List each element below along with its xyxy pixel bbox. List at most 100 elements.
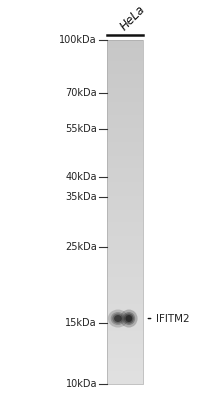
Bar bbox=[107, 236, 143, 237]
Bar bbox=[107, 151, 143, 152]
Bar bbox=[107, 142, 143, 143]
Bar bbox=[107, 261, 143, 262]
Bar bbox=[107, 308, 143, 310]
Bar bbox=[107, 229, 143, 230]
Bar bbox=[107, 265, 143, 266]
Bar bbox=[107, 168, 143, 170]
Bar bbox=[107, 363, 143, 364]
Bar bbox=[107, 92, 143, 93]
Bar bbox=[107, 114, 143, 116]
Bar bbox=[107, 269, 143, 270]
Bar bbox=[107, 165, 143, 166]
Bar bbox=[107, 241, 143, 242]
Bar bbox=[107, 180, 143, 181]
Bar bbox=[107, 243, 143, 244]
Bar bbox=[107, 350, 143, 351]
Bar bbox=[107, 164, 143, 165]
Bar bbox=[107, 347, 143, 348]
Bar bbox=[107, 368, 143, 369]
Bar bbox=[107, 186, 143, 187]
Bar bbox=[107, 352, 143, 353]
Text: HeLa: HeLa bbox=[118, 3, 148, 33]
Bar bbox=[107, 41, 143, 42]
Bar bbox=[107, 335, 143, 336]
Bar bbox=[107, 351, 143, 352]
Bar bbox=[107, 292, 143, 294]
Bar bbox=[107, 199, 143, 200]
Bar bbox=[107, 304, 143, 305]
Bar bbox=[107, 95, 143, 96]
Bar bbox=[107, 246, 143, 248]
Bar bbox=[107, 322, 143, 323]
Bar bbox=[107, 249, 143, 250]
Bar bbox=[107, 330, 143, 331]
Bar bbox=[107, 63, 143, 64]
Bar bbox=[107, 125, 143, 126]
Bar bbox=[107, 173, 143, 174]
Bar bbox=[107, 253, 143, 254]
Bar bbox=[107, 70, 143, 71]
Bar bbox=[107, 187, 143, 188]
Bar bbox=[107, 283, 143, 284]
Text: 10kDa: 10kDa bbox=[65, 379, 97, 389]
Bar bbox=[107, 326, 143, 327]
Bar bbox=[107, 150, 143, 151]
Bar bbox=[107, 264, 143, 265]
Bar bbox=[107, 171, 143, 172]
Bar bbox=[107, 266, 143, 267]
Bar bbox=[107, 254, 143, 256]
Bar bbox=[107, 364, 143, 366]
Bar bbox=[107, 167, 143, 168]
Bar bbox=[107, 214, 143, 216]
Bar bbox=[107, 300, 143, 302]
Bar bbox=[107, 289, 143, 290]
Bar bbox=[107, 136, 143, 138]
Bar bbox=[107, 72, 143, 73]
Ellipse shape bbox=[125, 315, 132, 322]
Bar bbox=[107, 101, 143, 102]
Bar bbox=[107, 273, 143, 274]
Text: 70kDa: 70kDa bbox=[65, 88, 97, 98]
Bar bbox=[107, 230, 143, 232]
Bar bbox=[107, 359, 143, 360]
Bar bbox=[107, 362, 143, 363]
Bar bbox=[107, 257, 143, 258]
Bar bbox=[107, 360, 143, 361]
Bar bbox=[107, 149, 143, 150]
Ellipse shape bbox=[112, 314, 124, 324]
Bar bbox=[107, 47, 143, 48]
Bar bbox=[107, 353, 143, 354]
Bar bbox=[107, 40, 143, 384]
Bar bbox=[107, 312, 143, 313]
Bar bbox=[107, 194, 143, 195]
Text: 40kDa: 40kDa bbox=[65, 172, 97, 182]
Bar bbox=[107, 71, 143, 72]
Bar bbox=[107, 299, 143, 300]
Bar bbox=[107, 159, 143, 160]
Bar bbox=[107, 157, 143, 158]
Bar bbox=[107, 306, 143, 307]
Bar bbox=[107, 141, 143, 142]
Bar bbox=[107, 323, 143, 324]
Bar bbox=[107, 133, 143, 134]
Bar bbox=[107, 380, 143, 382]
Bar bbox=[107, 382, 143, 383]
Bar bbox=[107, 250, 143, 251]
Bar bbox=[107, 176, 143, 178]
Bar bbox=[107, 212, 143, 213]
Bar bbox=[107, 65, 143, 66]
Bar bbox=[107, 354, 143, 355]
Bar bbox=[107, 108, 143, 109]
Bar bbox=[107, 160, 143, 162]
Bar bbox=[107, 155, 143, 156]
Bar bbox=[107, 290, 143, 291]
Bar bbox=[107, 285, 143, 286]
Bar bbox=[107, 228, 143, 229]
Bar bbox=[107, 88, 143, 89]
Bar bbox=[107, 318, 143, 319]
Bar bbox=[107, 96, 143, 97]
Bar bbox=[107, 361, 143, 362]
Ellipse shape bbox=[108, 310, 128, 328]
Bar bbox=[107, 345, 143, 346]
Bar bbox=[107, 225, 143, 226]
